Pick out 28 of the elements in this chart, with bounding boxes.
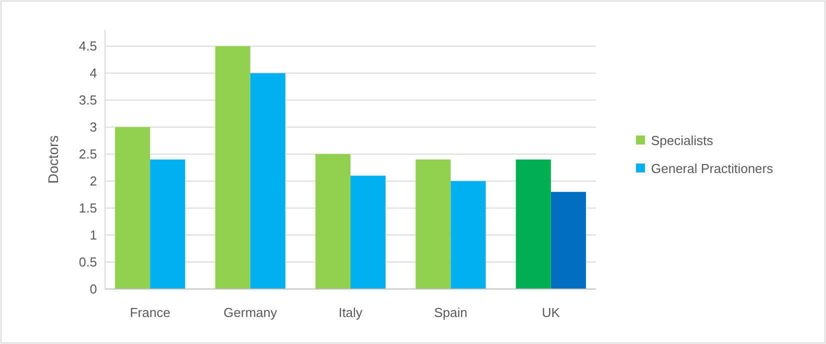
bar xyxy=(315,154,350,289)
y-axis-title: Doctors xyxy=(45,135,61,184)
y-tick-label: 4 xyxy=(90,66,97,81)
y-tick-label: 2.5 xyxy=(78,146,97,162)
x-tick-label: France xyxy=(130,305,170,320)
bar xyxy=(115,127,150,289)
bar xyxy=(450,181,486,289)
x-tick-label: Spain xyxy=(434,305,468,320)
bar xyxy=(550,192,586,289)
bar xyxy=(516,160,551,289)
y-tick-label: 4.5 xyxy=(78,38,97,54)
x-tick-label: Germany xyxy=(224,305,278,320)
y-tick-label: 1.5 xyxy=(78,200,97,216)
bar xyxy=(250,73,286,289)
bar xyxy=(416,160,451,289)
legend-label: General Practitioners xyxy=(651,161,774,176)
y-tick-label: 0 xyxy=(90,282,97,297)
y-tick-label: 2 xyxy=(90,174,97,189)
bar xyxy=(350,176,386,289)
y-tick-label: 0.5 xyxy=(78,254,97,270)
bar xyxy=(150,160,186,289)
legend-label: Specialists xyxy=(651,133,714,148)
y-tick-label: 1 xyxy=(90,228,97,243)
x-tick-label: UK xyxy=(542,305,560,320)
bar xyxy=(215,46,250,289)
y-tick-label: 3 xyxy=(90,120,97,135)
y-tick-label: 3.5 xyxy=(78,92,97,108)
x-tick-label: Italy xyxy=(338,305,363,320)
